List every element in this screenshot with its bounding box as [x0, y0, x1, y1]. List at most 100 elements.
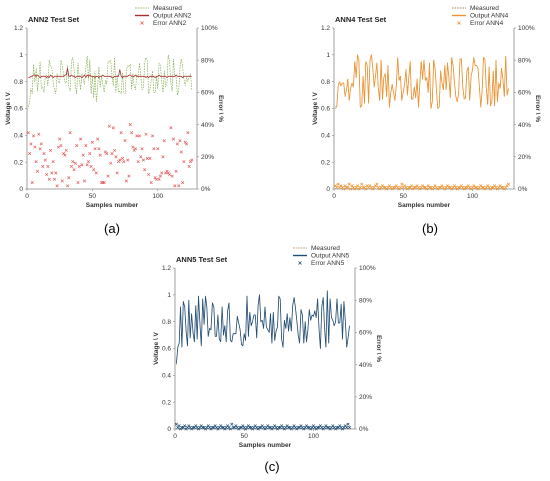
series-line: [28, 67, 192, 78]
y-tick-label: 0.8: [321, 79, 330, 86]
series-3: [174, 422, 352, 431]
data-point: [60, 179, 64, 183]
legend-label: Error ANN2: [153, 20, 187, 27]
data-point: [130, 131, 134, 135]
data-point: [73, 161, 77, 165]
y2-axis-label: Error \ %: [375, 335, 382, 362]
y-tick-label: 1: [167, 292, 171, 299]
data-point: [98, 153, 102, 157]
data-point: [336, 182, 340, 186]
data-point: [120, 156, 125, 160]
data-point: [140, 147, 144, 151]
data-point: [92, 168, 96, 172]
legend-item: Output ANN2: [135, 13, 192, 20]
y2-tick-label: 20%: [518, 154, 531, 161]
data-point: [175, 142, 179, 146]
data-point: [85, 163, 89, 167]
data-point: [364, 187, 368, 191]
y2-tick-label: 80%: [359, 297, 372, 304]
y-tick-label: 0: [19, 186, 23, 193]
data-point: [51, 160, 55, 164]
series-line: [28, 54, 193, 108]
y-tick-label: 0.4: [14, 133, 23, 140]
data-point: [177, 184, 181, 188]
data-point: [162, 139, 166, 143]
data-point: [80, 163, 84, 167]
legend-item: Error ANN5: [298, 260, 345, 267]
series-3: [26, 123, 194, 188]
data-point: [47, 177, 51, 181]
y2-axis-label: Error \ %: [534, 95, 541, 122]
data-point: [30, 181, 34, 185]
data-point: [177, 424, 181, 428]
data-point: [131, 145, 135, 149]
data-point: [342, 187, 346, 191]
data-point: [31, 134, 36, 138]
data-point: [28, 152, 32, 156]
data-point: [345, 425, 349, 429]
data-point: [67, 176, 71, 180]
data-point: [409, 184, 414, 188]
y-axis-label: Voltage \ V: [312, 91, 319, 124]
data-point: [72, 168, 76, 172]
data-point: [45, 172, 49, 177]
chart-panel-2: 0 0.2 0.4 0.6 0.8 1 1.2 0% 20% 40% 60% 80% 100% 0 50 10…: [312, 5, 541, 236]
data-point: [186, 131, 190, 135]
legend-item: Output ANN5: [293, 253, 350, 260]
data-point: [79, 137, 83, 141]
y2-tick-label: 20%: [359, 394, 372, 401]
x-tick-label: 50: [400, 193, 408, 200]
legend-label: Error ANN4: [470, 20, 504, 27]
x-axis-label: Samples number: [398, 202, 451, 209]
y-tick-label: 1.2: [162, 265, 171, 272]
data-point: [42, 152, 46, 156]
data-point: [75, 143, 79, 148]
data-point: [160, 171, 164, 175]
data-point: [37, 132, 41, 136]
data-point: [143, 168, 147, 172]
data-point: [152, 147, 156, 151]
legend-item: Measured: [452, 5, 499, 12]
data-point: [169, 126, 173, 130]
data-point: [122, 160, 126, 164]
data-point: [149, 181, 153, 185]
data-point: [114, 155, 118, 159]
data-point: [355, 184, 360, 188]
data-point: [167, 172, 172, 177]
series-2: [335, 54, 509, 109]
legend-marker: [140, 21, 144, 25]
data-point: [124, 179, 128, 183]
data-point: [358, 185, 362, 189]
data-point: [133, 147, 138, 151]
data-point: [54, 171, 58, 175]
data-point: [52, 177, 57, 181]
data-point: [109, 161, 113, 165]
data-point: [346, 422, 350, 426]
y2-tick-label: 60%: [518, 90, 531, 97]
y2-tick-label: 80%: [201, 57, 214, 64]
data-point: [39, 142, 43, 146]
legend-item: Measured: [135, 5, 182, 12]
panel-label: (c): [264, 459, 279, 474]
data-point: [158, 174, 162, 178]
data-point: [230, 422, 234, 426]
legend-label: Output ANN2: [153, 13, 192, 20]
legend-item: Output ANN4: [452, 13, 509, 20]
data-point: [150, 134, 155, 138]
y-tick-label: 0: [167, 426, 171, 433]
x-tick-label: 100: [152, 193, 163, 200]
data-point: [29, 142, 33, 146]
y2-axis-label: Error \ %: [217, 95, 224, 122]
x-tick-label: 50: [241, 433, 249, 440]
data-point: [43, 158, 47, 162]
data-point: [46, 164, 50, 169]
data-point: [105, 152, 109, 156]
data-point: [56, 145, 60, 149]
series-3: [333, 182, 511, 191]
data-point: [34, 160, 38, 164]
data-point: [119, 131, 123, 135]
data-point: [89, 164, 93, 169]
data-point: [126, 158, 130, 162]
y-tick-label: 0.6: [321, 106, 330, 113]
y-tick-label: 1.2: [14, 25, 23, 32]
